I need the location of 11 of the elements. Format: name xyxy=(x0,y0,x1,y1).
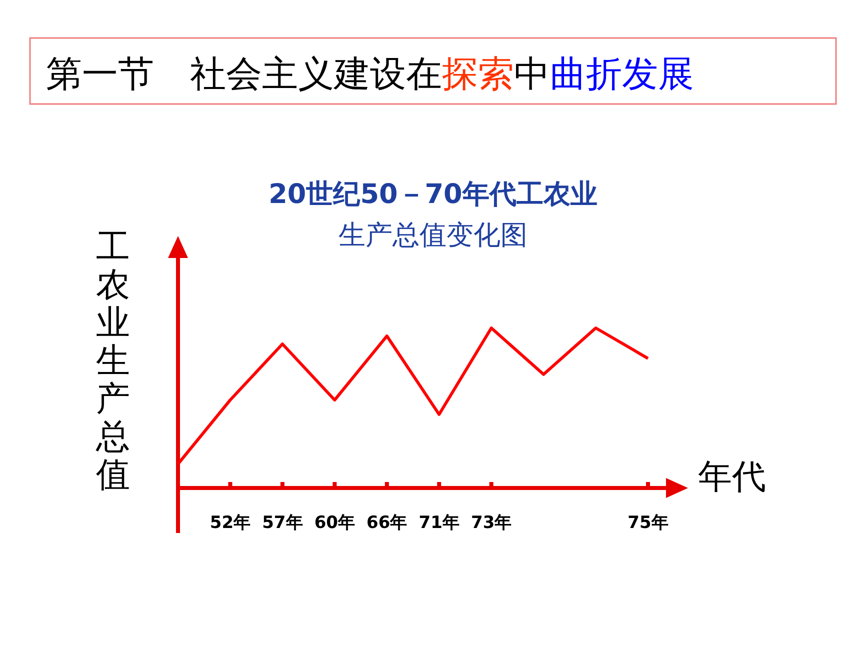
y-axis-title: 工农业生产总值 xyxy=(95,227,130,495)
x-tick-label: 66年 xyxy=(366,513,408,533)
chart-subtitle: 20世纪50－70年代工农业生产总值变化图 xyxy=(268,179,598,251)
x-axis-title: 年代 xyxy=(698,457,766,497)
x-tick-label: 71年 xyxy=(418,513,460,533)
x-tick-label: 73年 xyxy=(470,513,512,533)
x-tick-label: 75年 xyxy=(628,513,668,533)
x-tick-label: 57年 xyxy=(262,513,303,533)
x-tick-label: 60年 xyxy=(314,513,356,533)
x-tick-label: 52年 xyxy=(210,513,251,533)
chart-title: 第一节 社会主义建设在探索中曲折发展 xyxy=(46,54,694,95)
